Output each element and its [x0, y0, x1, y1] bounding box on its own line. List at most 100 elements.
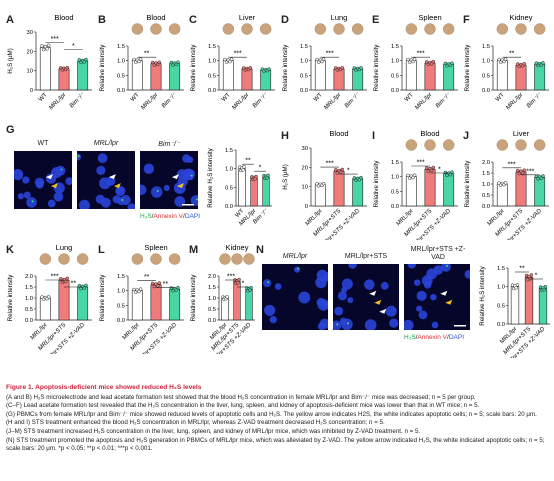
data-point — [503, 181, 508, 185]
y-axis-label: H₂S (μM) — [282, 164, 289, 190]
caption-line-1: (A and B) H₂S microelectrode and lead ac… — [6, 393, 476, 401]
data-point — [58, 277, 63, 281]
x-tick-label: Bim⁻/⁻ — [526, 92, 544, 110]
scale-bar — [182, 204, 194, 206]
panel-label-n: N — [256, 244, 264, 256]
cell-nucleus — [53, 182, 65, 194]
panel-label-f: F — [463, 14, 470, 26]
data-point — [450, 61, 454, 65]
x-tick-label: WT — [235, 208, 246, 219]
data-point — [82, 60, 87, 64]
cell-nucleus — [140, 184, 147, 196]
cell-nucleus — [426, 268, 438, 280]
y-tick-label: 1.0 — [25, 296, 33, 302]
bar-wt — [222, 60, 234, 91]
cell-nucleus — [22, 176, 30, 184]
cell-nucleus — [323, 302, 328, 309]
bar-bim- — [77, 60, 89, 91]
panel-label-d: D — [281, 14, 289, 26]
cell-nucleus — [319, 318, 328, 330]
data-point — [228, 59, 232, 64]
lead-acetate-thumb — [168, 23, 181, 35]
data-point — [429, 168, 434, 173]
sig-label: ** — [245, 158, 251, 165]
data-point — [174, 288, 179, 292]
h2s-signal — [121, 198, 124, 201]
lead-acetate-thumb — [442, 139, 455, 151]
bar-wt — [496, 60, 508, 91]
data-point — [359, 66, 363, 70]
sig-label: * — [347, 168, 350, 175]
data-point — [137, 59, 141, 64]
data-point — [150, 60, 155, 65]
y-tick-label: 1.5 — [208, 44, 216, 50]
sig-label: *** — [417, 160, 425, 167]
sig-label: *** — [508, 161, 516, 168]
data-point — [543, 285, 548, 289]
cell-nucleus — [413, 279, 421, 286]
bar-mrl-lpr-sts-z-vad — [352, 178, 364, 207]
bar-mrl-lpr-sts-z-vad — [538, 288, 548, 325]
panel-label-i: I — [372, 130, 376, 142]
sig-label: * — [438, 167, 441, 174]
chart-title: Kidney — [510, 13, 533, 22]
bar-bim- — [352, 68, 364, 91]
bar-mrl-lpr — [221, 297, 229, 321]
y-tick-label: 1.0 — [117, 59, 125, 65]
y-tick-label: 0.0 — [482, 88, 490, 94]
data-point — [450, 170, 454, 174]
data-point — [315, 57, 319, 62]
lead-acetate-thumb — [333, 23, 345, 35]
bar-wt — [39, 47, 51, 91]
y-tick-label: 1.0 — [117, 289, 125, 295]
bar-bim- — [169, 63, 181, 91]
data-point — [445, 173, 449, 178]
cell-nucleus — [143, 163, 155, 175]
y-axis-label: Relative intensity — [99, 44, 106, 92]
y-tick-label: 0.0 — [117, 88, 125, 94]
data-point — [542, 287, 546, 292]
data-point — [352, 176, 357, 180]
y-tick-label: 1.5 — [391, 160, 399, 166]
y-tick-label: 0.0 — [391, 88, 399, 94]
sig-label: ** — [163, 281, 169, 288]
y-axis-label: Relative intensity — [99, 274, 106, 322]
bar-mrl-lpr-sts-z-vad — [77, 286, 89, 321]
data-point — [46, 43, 51, 48]
chart-panel-m: Kidney Relative intensity 0.0 0.5 1.0 1.5 2.0 M… — [190, 243, 255, 354]
sig-label: ** — [144, 51, 150, 58]
panel-label-c: C — [189, 14, 197, 26]
lead-acetate-thumb — [515, 139, 527, 151]
cell-nucleus — [115, 185, 126, 197]
data-point — [515, 168, 520, 173]
chart-title: Blood — [420, 129, 439, 138]
cell-nucleus — [347, 297, 354, 304]
data-point — [169, 60, 174, 65]
bar-mrl-lpr — [496, 183, 508, 207]
data-point — [522, 168, 527, 172]
panel-label-g: G — [6, 124, 15, 136]
cell-nucleus — [14, 169, 24, 181]
cell-nucleus — [97, 153, 108, 163]
bar-mrl-lpr — [424, 62, 436, 91]
x-tick-label: MRL/lpr — [48, 91, 68, 111]
data-point — [157, 281, 162, 285]
lead-acetate-thumb — [533, 139, 546, 151]
data-point — [77, 58, 82, 62]
data-point — [84, 57, 88, 62]
h2s-arrow — [176, 183, 184, 189]
cell-nucleus — [416, 290, 427, 301]
h2s-signal — [190, 174, 193, 177]
bar-wt — [405, 60, 417, 91]
lead-acetate-thumb — [496, 139, 509, 151]
lead-acetate-thumb — [231, 253, 243, 265]
data-point — [338, 170, 343, 174]
cell-nucleus — [163, 184, 170, 191]
lead-acetate-thumb — [219, 253, 231, 265]
data-point — [169, 286, 174, 290]
h2s-signal — [156, 190, 159, 193]
y-tick-label: 0.5 — [391, 189, 399, 195]
y-tick-label: 0 — [305, 204, 308, 210]
